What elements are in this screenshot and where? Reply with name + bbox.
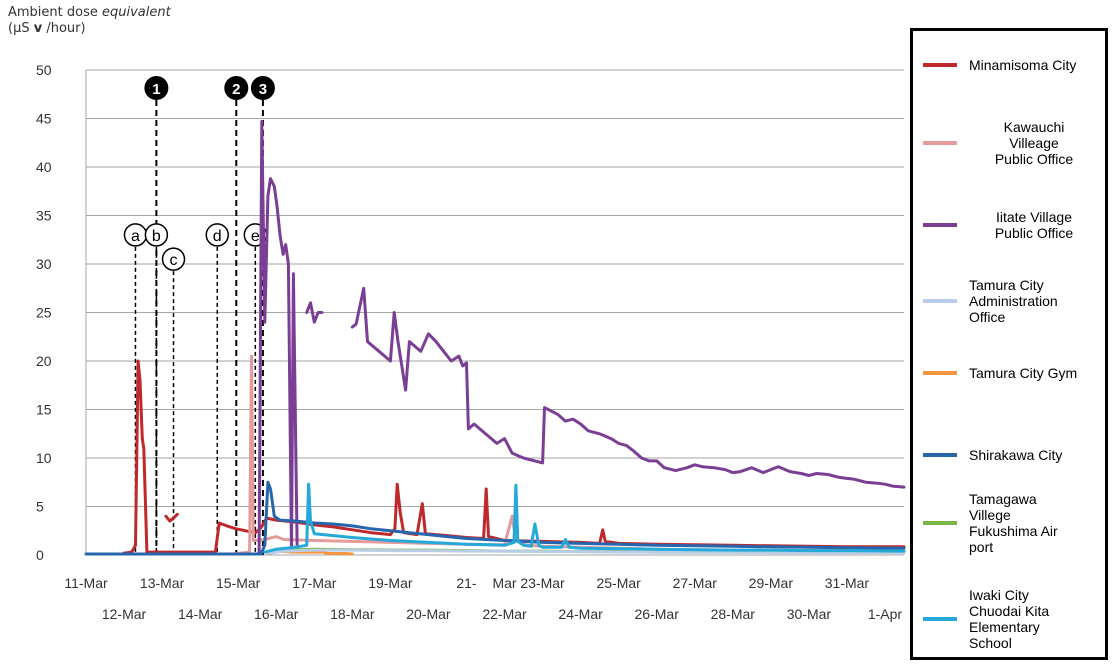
y-tick-label-45: 45 bbox=[36, 111, 52, 127]
event-marker-2 bbox=[224, 76, 249, 100]
legend-swatch-6 bbox=[923, 521, 957, 525]
y-axis-title-italic: equivalent bbox=[102, 5, 171, 20]
event-label-e: e bbox=[251, 228, 260, 245]
y-axis-title: Ambient dose equivalent (μS v /hour) bbox=[8, 5, 171, 37]
y-tick-label-20: 20 bbox=[36, 353, 52, 369]
x-tick-label-top-6: Mar bbox=[492, 575, 516, 591]
legend-swatch-3 bbox=[923, 299, 957, 303]
x-tick-label-bottom-1: 14-Mar bbox=[178, 606, 223, 622]
legend-swatch-2 bbox=[923, 223, 957, 227]
y-tick-labels: 0 5 10 15 20 25 30 35 40 45 50 bbox=[36, 62, 52, 563]
y-axis-unit-a: (μS bbox=[8, 21, 34, 36]
y-tick-label-15: 15 bbox=[36, 402, 52, 418]
legend: Minamisoma City Kawauchi Villeage Public Of… bbox=[910, 28, 1108, 660]
y-axis-unit-b: v bbox=[33, 21, 43, 36]
series-line-0 bbox=[122, 359, 906, 555]
x-tick-label-bottom-8: 28-Mar bbox=[711, 606, 756, 622]
series-lines bbox=[84, 119, 906, 556]
x-tick-label-top-3: 17-Mar bbox=[292, 575, 337, 591]
event-marker-1 bbox=[144, 76, 169, 100]
series-line-9 bbox=[267, 548, 906, 555]
event-label-d: d bbox=[213, 228, 222, 245]
legend-label-2: Iitate Village Public Office bbox=[994, 209, 1074, 241]
y-axis-unit-c: /hour) bbox=[42, 21, 86, 36]
x-tick-label-top-2: 15-Mar bbox=[216, 575, 261, 591]
legend-label-0: Minamisoma City bbox=[969, 57, 1077, 73]
x-tick-labels: 11-Mar 13-Mar 15-Mar 17-Mar 19-Mar 21- Mar 23-M… bbox=[64, 575, 902, 622]
y-tick-label-30: 30 bbox=[36, 256, 52, 272]
x-tick-label-top-5: 21- bbox=[456, 575, 477, 591]
series-line-5 bbox=[350, 286, 906, 489]
event-label-3: 3 bbox=[259, 81, 267, 98]
series-line-4 bbox=[305, 301, 324, 324]
legend-label-1: Kawauchi Villeage Public Office bbox=[994, 119, 1074, 167]
event-label-2: 2 bbox=[232, 81, 240, 98]
y-tick-label-25: 25 bbox=[36, 305, 52, 321]
series-line-1 bbox=[164, 512, 179, 523]
x-tick-label-bottom-5: 22-Mar bbox=[482, 606, 527, 622]
legend-label-3: Tamura City Administration Office bbox=[969, 277, 1058, 325]
x-tick-label-bottom-10: 1-Apr bbox=[868, 606, 903, 622]
event-label-b: b bbox=[152, 228, 161, 245]
event-marker-d bbox=[205, 223, 230, 247]
legend-label-6: Tamagawa Villege Fukushima Air port bbox=[969, 491, 1058, 555]
series-line-3 bbox=[257, 119, 299, 556]
series-line-7 bbox=[84, 480, 906, 556]
x-tick-label-top-0: 11-Mar bbox=[64, 575, 108, 591]
x-tick-label-bottom-2: 16-Mar bbox=[254, 606, 299, 622]
legend-swatch-7 bbox=[923, 617, 957, 621]
event-label-c: c bbox=[170, 252, 178, 269]
y-tick-label-5: 5 bbox=[36, 499, 44, 515]
event-label-1: 1 bbox=[152, 81, 160, 98]
x-tick-label-bottom-4: 20-Mar bbox=[406, 606, 451, 622]
event-marker-3 bbox=[250, 76, 275, 100]
legend-swatch-5 bbox=[923, 453, 957, 457]
x-tick-label-top-11: 31-Mar bbox=[825, 575, 870, 591]
x-tick-label-top-10: 29-Mar bbox=[749, 575, 794, 591]
y-tick-label-35: 35 bbox=[36, 208, 52, 224]
x-tick-label-top-4: 19-Mar bbox=[368, 575, 413, 591]
legend-swatch-0 bbox=[923, 63, 957, 67]
event-marker-c bbox=[161, 247, 186, 271]
gridlines bbox=[85, 69, 904, 556]
legend-label-5: Shirakawa City bbox=[969, 447, 1063, 463]
event-label-a: a bbox=[131, 228, 140, 245]
x-tick-label-bottom-3: 18-Mar bbox=[330, 606, 375, 622]
y-tick-label-50: 50 bbox=[36, 62, 52, 78]
event-marker-b bbox=[144, 223, 169, 247]
series-line-10 bbox=[263, 482, 906, 554]
x-tick-label-bottom-9: 30-Mar bbox=[787, 606, 832, 622]
legend-swatch-1 bbox=[923, 141, 957, 145]
legend-label-4: Tamura City Gym bbox=[969, 365, 1078, 381]
x-tick-label-top-7: 23-Mar bbox=[520, 575, 565, 591]
x-tick-label-top-8: 25-Mar bbox=[596, 575, 641, 591]
x-tick-label-bottom-6: 24-Mar bbox=[558, 606, 603, 622]
x-tick-label-top-1: 13-Mar bbox=[140, 575, 185, 591]
y-axis-title-line1: Ambient dose bbox=[8, 5, 102, 20]
y-tick-label-40: 40 bbox=[36, 159, 52, 175]
legend-swatch-4 bbox=[923, 371, 957, 375]
x-tick-label-bottom-0: 12-Mar bbox=[102, 606, 147, 622]
x-tick-label-bottom-7: 26-Mar bbox=[635, 606, 680, 622]
y-tick-label-10: 10 bbox=[36, 450, 52, 466]
y-tick-label-0: 0 bbox=[36, 547, 44, 563]
legend-label-7: Iwaki City Chuodai Kita Elementary School bbox=[969, 587, 1050, 651]
x-tick-label-top-9: 27-Mar bbox=[673, 575, 718, 591]
